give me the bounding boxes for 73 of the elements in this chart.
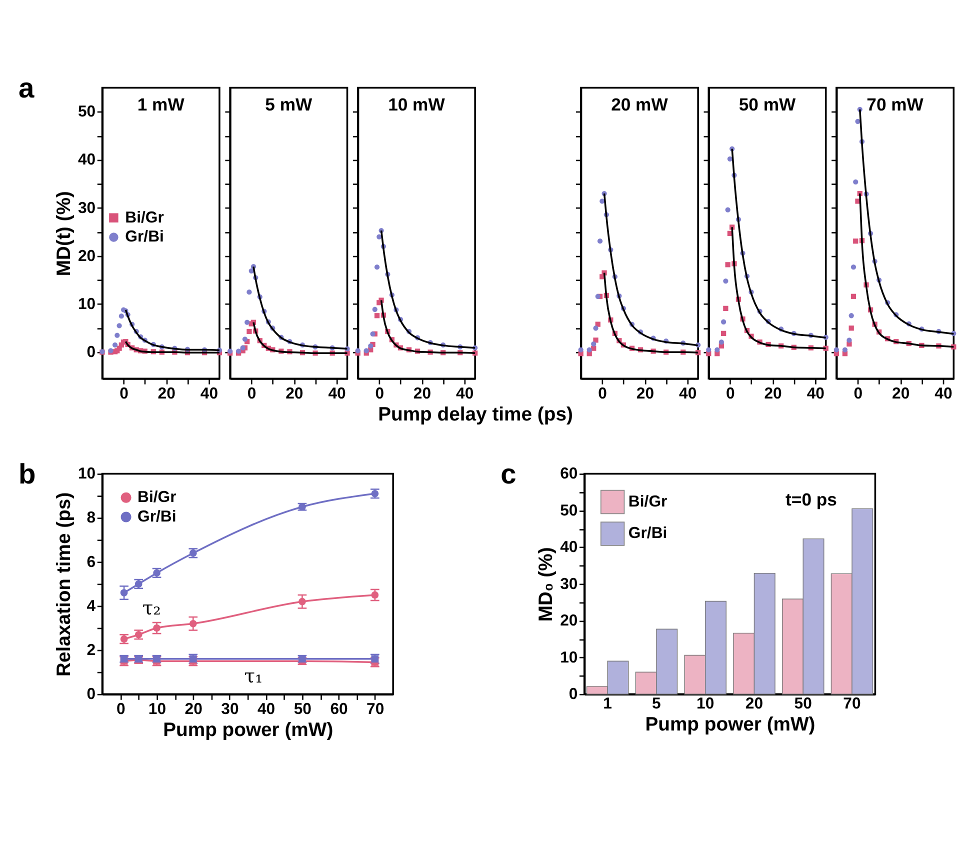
chart-title: 20 mW — [611, 94, 668, 115]
x-tick-label: 70 — [366, 700, 384, 718]
x-tick-label: 20 — [184, 700, 203, 718]
y-tick-label: 2 — [86, 642, 96, 659]
x-tick-label: 0 — [247, 385, 256, 402]
x-tick-label: 40 — [679, 385, 697, 402]
x-tick-label: 20 — [764, 385, 782, 402]
text: a — [18, 71, 35, 104]
y-tick-label: 20 — [560, 612, 578, 630]
y-tick-label: 40 — [560, 539, 578, 556]
annotation: t=0 ps — [786, 490, 838, 510]
chart-title: 5 mW — [265, 94, 313, 115]
text: b — [18, 457, 36, 490]
chart-title: 10 mW — [388, 94, 446, 115]
chart-title: 70 mW — [866, 94, 924, 115]
x-tick-label: 0 — [726, 385, 735, 402]
x-tick-label: 1 — [603, 696, 612, 713]
chart-title: 1 mW — [137, 94, 185, 115]
x-tick-label: 40 — [328, 385, 346, 402]
y-tick-label: 50 — [78, 104, 96, 121]
x-tick-label: 20 — [745, 696, 764, 713]
x-tick-label: 50 — [794, 696, 812, 713]
x-tick-label: 5 — [652, 696, 662, 713]
y-tick-label: 6 — [86, 554, 96, 571]
x-tick-label: 20 — [636, 385, 654, 402]
chart-title: 50 mW — [738, 94, 796, 115]
x-tick-label: 40 — [257, 700, 276, 718]
y-axis-title: MD(t) (%) — [53, 191, 76, 276]
legend-label: Bi/Gr — [125, 209, 164, 226]
y-tick-label: 30 — [560, 576, 578, 593]
x-tick-label: 30 — [221, 700, 239, 718]
y-axis-title: Relaxation time (ps) — [53, 492, 76, 676]
y-axis-title: MD₀ (%) — [535, 547, 558, 622]
y-tick-label: 8 — [86, 510, 96, 527]
x-tick-label: 60 — [330, 700, 348, 718]
x-tick-label: 40 — [934, 385, 952, 402]
legend-label: Gr/Bi — [125, 228, 164, 246]
y-tick-label: 10 — [78, 296, 96, 313]
x-tick-label: 10 — [696, 696, 714, 713]
x-tick-label: 0 — [854, 385, 863, 402]
legend-label: Gr/Bi — [628, 525, 668, 542]
x-axis-title: Pump power (mW) — [645, 714, 816, 736]
x-axis-title: Pump power (mW) — [163, 719, 334, 742]
x-tick-label: 0 — [375, 385, 384, 402]
x-tick-label: 0 — [598, 385, 608, 402]
x-tick-label: 0 — [120, 385, 129, 402]
annotation: τ₁ — [244, 664, 263, 688]
x-tick-label: 10 — [148, 700, 166, 718]
x-tick-label: 20 — [413, 385, 432, 402]
y-tick-label: 4 — [86, 598, 96, 615]
y-tick-label: 10 — [78, 466, 96, 483]
y-tick-label: 50 — [560, 502, 578, 520]
text: c — [500, 457, 516, 490]
annotation: τ₂ — [142, 596, 161, 620]
x-tick-label: 20 — [892, 385, 910, 402]
x-tick-label: 20 — [286, 385, 304, 402]
y-tick-label: 0 — [86, 344, 96, 362]
legend-label: Bi/Gr — [628, 493, 668, 510]
legend-label: Bi/Gr — [137, 489, 176, 506]
x-tick-label: 20 — [158, 385, 176, 402]
y-tick-label: 30 — [78, 200, 96, 217]
x-tick-label: 50 — [294, 700, 312, 718]
y-tick-label: 20 — [78, 248, 96, 265]
x-tick-label: 40 — [200, 385, 218, 402]
y-tick-label: 40 — [78, 152, 96, 169]
x-axis-title: Pump delay time (ps) — [378, 403, 573, 426]
x-tick-label: 0 — [116, 700, 126, 718]
legend-label: Gr/Bi — [137, 508, 176, 526]
y-tick-label: 60 — [560, 466, 578, 483]
x-tick-label: 70 — [843, 696, 861, 713]
y-tick-label: 10 — [560, 649, 578, 666]
x-tick-label: 40 — [806, 385, 825, 402]
x-tick-label: 40 — [456, 385, 474, 402]
